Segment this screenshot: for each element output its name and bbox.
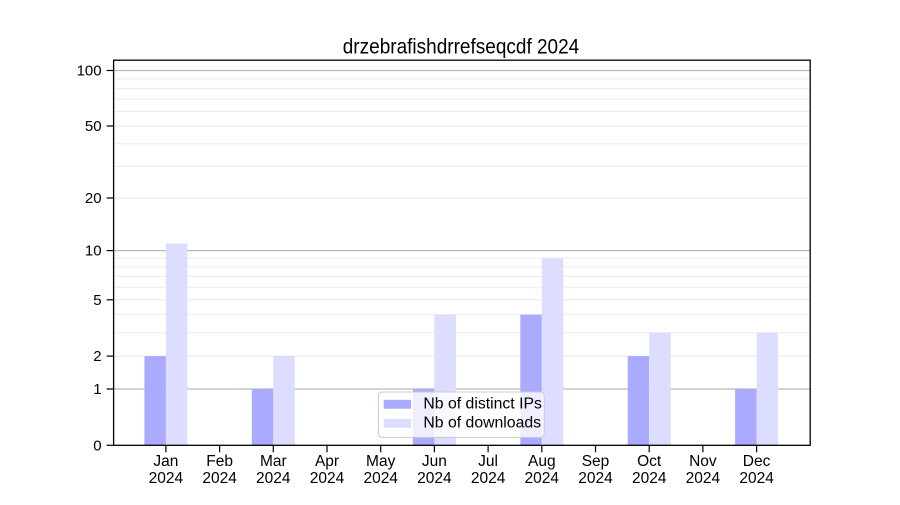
- svg-text:Nb of downloads: Nb of downloads: [423, 414, 541, 431]
- svg-text:Sep: Sep: [582, 453, 610, 470]
- svg-text:2024: 2024: [417, 470, 452, 487]
- svg-text:Apr: Apr: [315, 453, 339, 470]
- svg-text:Jan: Jan: [153, 453, 178, 470]
- svg-text:2024: 2024: [632, 470, 667, 487]
- svg-text:0: 0: [93, 437, 101, 454]
- svg-text:Aug: Aug: [528, 453, 556, 470]
- svg-text:2024: 2024: [363, 470, 398, 487]
- svg-text:Oct: Oct: [637, 453, 662, 470]
- svg-text:Nov: Nov: [689, 453, 717, 470]
- svg-text:Jul: Jul: [478, 453, 498, 470]
- svg-text:2024: 2024: [471, 470, 506, 487]
- svg-text:Jun: Jun: [422, 453, 447, 470]
- svg-text:Mar: Mar: [260, 453, 287, 470]
- svg-text:20: 20: [85, 190, 102, 207]
- svg-text:Dec: Dec: [743, 453, 771, 470]
- svg-text:2024: 2024: [739, 470, 774, 487]
- svg-text:Nb of distinct IPs: Nb of distinct IPs: [423, 395, 542, 412]
- svg-text:2024: 2024: [686, 470, 721, 487]
- svg-text:10: 10: [85, 243, 102, 260]
- svg-text:Feb: Feb: [206, 453, 233, 470]
- svg-text:2024: 2024: [202, 470, 237, 487]
- svg-text:2: 2: [93, 348, 101, 365]
- svg-text:2024: 2024: [578, 470, 613, 487]
- svg-text:2024: 2024: [310, 470, 345, 487]
- svg-text:1: 1: [93, 381, 101, 398]
- svg-text:50: 50: [85, 118, 102, 135]
- svg-text:5: 5: [93, 292, 101, 309]
- svg-text:drzebrafishdrrefseqcdf 2024: drzebrafishdrrefseqcdf 2024: [343, 35, 580, 58]
- svg-text:2024: 2024: [149, 470, 184, 487]
- svg-text:2024: 2024: [525, 470, 560, 487]
- svg-text:2024: 2024: [256, 470, 291, 487]
- svg-text:May: May: [366, 453, 396, 470]
- svg-text:100: 100: [77, 63, 102, 80]
